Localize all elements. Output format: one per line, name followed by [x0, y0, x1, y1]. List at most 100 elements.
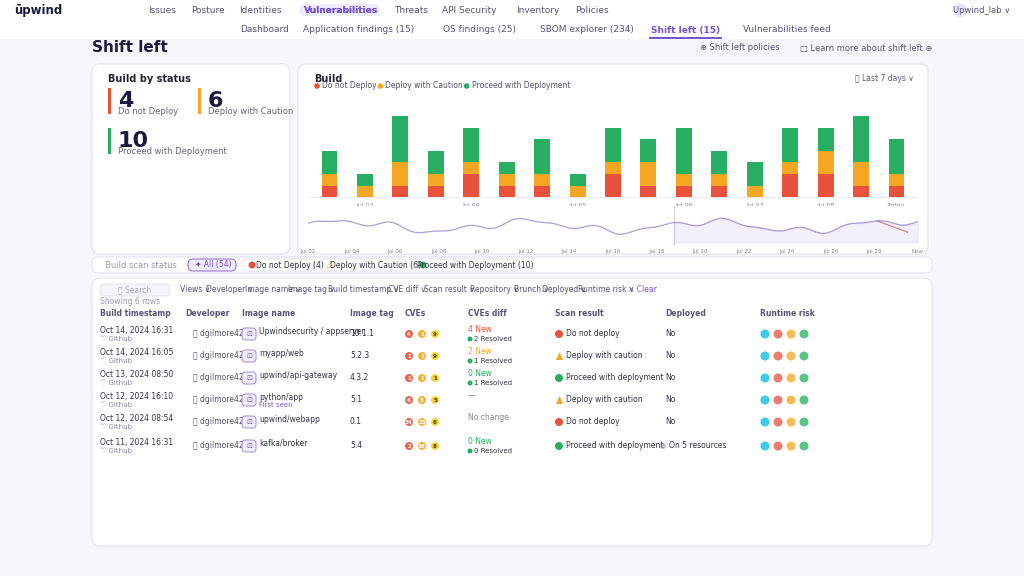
Circle shape [378, 83, 383, 89]
Bar [746, 162, 763, 185]
Text: 1: 1 [420, 354, 424, 358]
Text: 🔍 Search: 🔍 Search [119, 286, 152, 294]
Text: Do not Deploy: Do not Deploy [118, 108, 178, 116]
Text: No: No [665, 396, 676, 404]
Text: 34: 34 [406, 419, 413, 425]
Text: upwind/webapp: upwind/webapp [259, 415, 319, 423]
Text: Vulnerabilities feed: Vulnerabilities feed [743, 25, 830, 35]
Text: 1: 1 [420, 376, 424, 381]
Circle shape [406, 418, 413, 426]
Text: 4.3.2: 4.3.2 [350, 373, 370, 382]
Circle shape [468, 381, 472, 385]
FancyBboxPatch shape [242, 416, 256, 428]
Text: 👤 dgilmore42: 👤 dgilmore42 [193, 351, 244, 361]
Bar [92, 344, 932, 368]
Bar [640, 185, 656, 197]
Text: 0.1: 0.1 [350, 418, 362, 426]
Circle shape [800, 441, 809, 450]
Text: Runtime risk: Runtime risk [760, 309, 815, 317]
Text: 1: 1 [420, 332, 424, 336]
Polygon shape [556, 396, 563, 404]
Bar [535, 174, 550, 185]
Circle shape [431, 396, 439, 404]
Bar [92, 410, 932, 434]
Circle shape [406, 396, 413, 404]
FancyBboxPatch shape [242, 372, 256, 384]
Circle shape [431, 330, 439, 338]
Text: Shift left: Shift left [92, 40, 168, 55]
FancyBboxPatch shape [412, 259, 520, 271]
FancyBboxPatch shape [319, 259, 406, 271]
Text: 2 Resolved: 2 Resolved [474, 336, 512, 342]
Text: OS findings (25): OS findings (25) [443, 25, 516, 35]
Bar [428, 151, 443, 174]
Bar [108, 128, 111, 154]
Text: API Security: API Security [442, 6, 497, 15]
Text: 6: 6 [408, 397, 411, 403]
Bar [0, 21, 1024, 39]
Circle shape [800, 396, 809, 404]
Text: ⚠: ⚠ [326, 260, 335, 270]
Text: Deploy with caution: Deploy with caution [566, 396, 643, 404]
Text: Oct 11, 2024 16:31: Oct 11, 2024 16:31 [100, 438, 173, 446]
Text: Runtime risk ∨: Runtime risk ∨ [579, 286, 635, 294]
Circle shape [761, 396, 769, 404]
Bar [428, 185, 443, 197]
Circle shape [786, 418, 796, 426]
Text: 5.1: 5.1 [350, 396, 362, 404]
Text: 1 Resolved: 1 Resolved [474, 358, 512, 364]
Circle shape [468, 449, 472, 453]
Text: 1: 1 [408, 376, 411, 381]
Bar [0, 0, 1024, 21]
Text: Views ∨: Views ∨ [180, 286, 210, 294]
Text: 👤 dgilmore42: 👤 dgilmore42 [193, 396, 244, 404]
Text: myapp/web: myapp/web [259, 348, 304, 358]
Text: Oct 12, 2024 16:10: Oct 12, 2024 16:10 [100, 392, 173, 400]
Circle shape [431, 418, 439, 426]
Bar [428, 174, 443, 185]
Text: Image name: Image name [242, 309, 295, 317]
Text: Threats: Threats [393, 6, 428, 15]
Circle shape [786, 396, 796, 404]
Bar [640, 139, 656, 162]
Text: ⊡: ⊡ [246, 331, 252, 337]
Text: 10: 10 [118, 131, 150, 151]
Text: ✦ All (54): ✦ All (54) [195, 260, 231, 270]
Bar [463, 162, 479, 174]
Circle shape [761, 351, 769, 361]
Text: Inventory: Inventory [516, 6, 560, 15]
Circle shape [773, 373, 782, 382]
Text: 8: 8 [433, 444, 437, 449]
Circle shape [786, 351, 796, 361]
Text: On 5 resources: On 5 resources [669, 441, 726, 450]
Circle shape [555, 442, 563, 450]
Bar [782, 174, 798, 197]
Text: Shift left (15): Shift left (15) [651, 25, 720, 35]
Text: Identities: Identities [240, 6, 282, 15]
Circle shape [800, 351, 809, 361]
Text: Do not Deploy: Do not Deploy [322, 81, 377, 90]
Circle shape [406, 330, 413, 338]
Text: Scan result: Scan result [555, 309, 603, 317]
Bar [889, 139, 904, 174]
Text: Oct 14, 2024 16:31: Oct 14, 2024 16:31 [100, 325, 173, 335]
Text: 2 New: 2 New [468, 347, 492, 357]
Text: Jul 16: Jul 16 [605, 249, 621, 255]
Text: ♡ Github: ♡ Github [100, 336, 132, 342]
Text: 5.4: 5.4 [350, 441, 362, 450]
Text: Jul 14: Jul 14 [562, 249, 578, 255]
Circle shape [773, 351, 782, 361]
Bar [357, 174, 373, 185]
Text: Repository ∨: Repository ∨ [470, 286, 519, 294]
Text: Application findings (15): Application findings (15) [303, 25, 415, 35]
Text: Developer: Developer [185, 309, 229, 317]
Text: No: No [665, 351, 676, 361]
Circle shape [800, 329, 809, 339]
Bar [782, 162, 798, 174]
Bar [605, 128, 621, 162]
Bar [676, 128, 692, 174]
Circle shape [418, 396, 426, 404]
Text: Build: Build [314, 74, 342, 84]
Circle shape [761, 329, 769, 339]
Text: Policies: Policies [575, 6, 609, 15]
